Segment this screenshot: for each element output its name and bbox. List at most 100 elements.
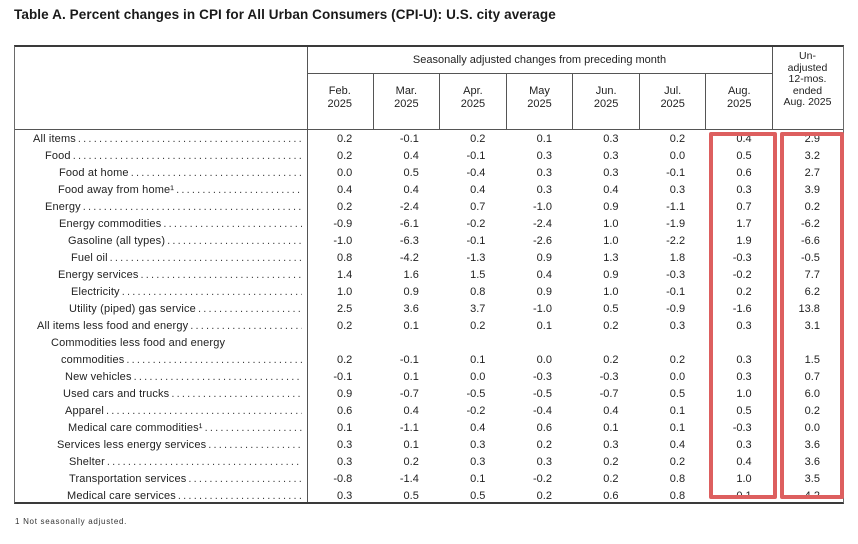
value-cell: -0.1 xyxy=(666,286,686,298)
dot-leader xyxy=(163,216,302,233)
value-cell: 1.0 xyxy=(603,218,619,230)
table-row: Fuel oil 0.8 -4.2 -1.3 0.9 1.3 1.8 -0.3 -0.5 xyxy=(15,250,843,267)
value-cell: 0.2 xyxy=(536,439,552,451)
dot-leader xyxy=(171,386,302,403)
value-cell: 0.3 xyxy=(669,320,686,332)
unadjusted-header-line: Aug. 2025 xyxy=(783,96,832,108)
value-cell: 1.4 xyxy=(336,269,353,281)
dot-leader xyxy=(126,352,302,369)
value-cell: -0.8 xyxy=(333,473,353,485)
annual-value-cell: 0.0 xyxy=(804,422,820,434)
table-row: Commodities less food and energy commodit… xyxy=(15,335,843,369)
month-header-month: May xyxy=(529,85,550,97)
value-cell: 0.8 xyxy=(669,473,686,485)
footnote: 1 Not seasonally adjusted. xyxy=(15,517,128,526)
value-cell: 0.2 xyxy=(470,133,486,145)
month-header: Mar. 2025 xyxy=(374,74,441,129)
row-label: Apparel xyxy=(65,405,104,417)
row-label-cell: Apparel xyxy=(15,403,307,420)
value-cell: 0.4 xyxy=(736,456,752,468)
value-cell: 1.3 xyxy=(603,252,619,264)
row-label: Fuel oil xyxy=(71,252,108,264)
value-cell: -0.3 xyxy=(732,422,752,434)
month-header-year: 2025 xyxy=(727,98,752,110)
value-cell: 0.4 xyxy=(603,184,619,196)
value-cell: -0.1 xyxy=(466,150,486,162)
value-cell: -4.2 xyxy=(399,252,419,264)
value-cell: 0.2 xyxy=(336,320,353,332)
row-label-line: Energy xyxy=(15,199,302,216)
table-row: Gasoline (all types) -1.0 -6.3 -0.1 -2.6 1.0 -… xyxy=(15,233,843,250)
value-cell: 0.3 xyxy=(470,439,486,451)
value-cell: 0.2 xyxy=(336,354,353,366)
value-cell: 0.1 xyxy=(669,422,686,434)
row-label-cell: Food xyxy=(15,148,307,165)
value-cell: 0.1 xyxy=(403,320,419,332)
row-label: Medical care services xyxy=(67,490,176,502)
dot-leader xyxy=(110,250,302,267)
row-label-cell: Utility (piped) gas service xyxy=(15,301,307,318)
dot-leader xyxy=(190,318,302,335)
row-label-line: commodities xyxy=(15,352,302,369)
value-cell: 0.1 xyxy=(536,320,552,332)
row-label-line: All items less food and energy xyxy=(15,318,302,335)
table-row: Food away from home¹ 0.4 0.4 0.4 0.3 0.4 0.3 0.… xyxy=(15,182,843,199)
table-row: Energy 0.2 -2.4 0.7 -1.0 0.9 -1.1 0.7 0.2 xyxy=(15,199,843,216)
table-row: Used cars and trucks 0.9 -0.7 -0.5 -0.5 -0.7 0… xyxy=(15,386,843,403)
value-cell: -0.3 xyxy=(599,371,619,383)
annual-value-cell: 3.5 xyxy=(804,473,820,485)
row-label-line: Utility (piped) gas service xyxy=(15,301,302,318)
unadjusted-header-line: adjusted xyxy=(787,61,828,74)
value-cell: 0.3 xyxy=(470,456,486,468)
value-cell: 0.2 xyxy=(336,150,353,162)
value-cell: -0.4 xyxy=(466,167,486,179)
value-cell: -1.0 xyxy=(533,303,552,315)
value-cell: 0.8 xyxy=(470,286,486,298)
value-cell: 0.2 xyxy=(603,456,619,468)
value-cell: 0.1 xyxy=(403,439,419,451)
dot-leader xyxy=(106,403,302,420)
value-cell: 0.0 xyxy=(470,371,486,383)
value-cell: 0.6 xyxy=(336,405,353,417)
value-cell: -0.3 xyxy=(732,252,752,264)
value-cell: 0.2 xyxy=(669,456,686,468)
table-body: All items 0.2 -0.1 0.2 0.1 0.3 0.2 0.4 2.9 Food 0.… xyxy=(15,131,843,505)
value-cell: 1.5 xyxy=(470,269,486,281)
row-label: Food xyxy=(45,150,71,162)
row-label-line: Gasoline (all types) xyxy=(15,233,302,250)
value-cell: 0.2 xyxy=(669,354,686,366)
value-cell: 0.2 xyxy=(736,286,752,298)
value-cell: 0.5 xyxy=(603,303,619,315)
value-cell: -2.2 xyxy=(666,235,686,247)
value-cell: -1.0 xyxy=(333,235,353,247)
value-cell: -0.1 xyxy=(333,371,353,383)
value-cell: 0.4 xyxy=(736,133,752,145)
annual-value-cell: 4.2 xyxy=(804,490,820,502)
annual-value-cell: -0.5 xyxy=(800,252,820,264)
month-header-month: Apr. xyxy=(463,85,483,97)
row-label-cell: Used cars and trucks xyxy=(15,386,307,403)
value-cell: 0.3 xyxy=(603,439,619,451)
row-label-cell: Gasoline (all types) xyxy=(15,233,307,250)
group-header: Seasonally adjusted changes from precedi… xyxy=(307,47,772,74)
table-row: Services less energy services 0.3 0.1 0.3 0.… xyxy=(15,437,843,454)
row-label-line: Used cars and trucks xyxy=(15,386,302,403)
month-header-month: Jun. xyxy=(595,85,617,97)
value-cell: 0.0 xyxy=(669,371,686,383)
dot-leader xyxy=(208,437,302,454)
row-label-cell: Energy commodities xyxy=(15,216,307,233)
value-cell: 0.3 xyxy=(736,320,752,332)
annual-value-cell: 7.7 xyxy=(804,269,820,281)
value-cell: 0.8 xyxy=(336,252,353,264)
row-label: Used cars and trucks xyxy=(63,388,170,400)
value-cell: 0.0 xyxy=(669,150,686,162)
value-cell: -6.1 xyxy=(399,218,419,230)
value-cell: 3.6 xyxy=(403,303,419,315)
annual-value-cell: 6.0 xyxy=(804,388,820,400)
row-label-line: Electricity xyxy=(15,284,302,301)
row-label-line: Energy commodities xyxy=(15,216,302,233)
month-header: Jul. 2025 xyxy=(640,74,707,129)
table-row: Medical care services 0.3 0.5 0.5 0.2 0.6 0.8 -… xyxy=(15,488,843,505)
value-cell: 3.7 xyxy=(470,303,486,315)
